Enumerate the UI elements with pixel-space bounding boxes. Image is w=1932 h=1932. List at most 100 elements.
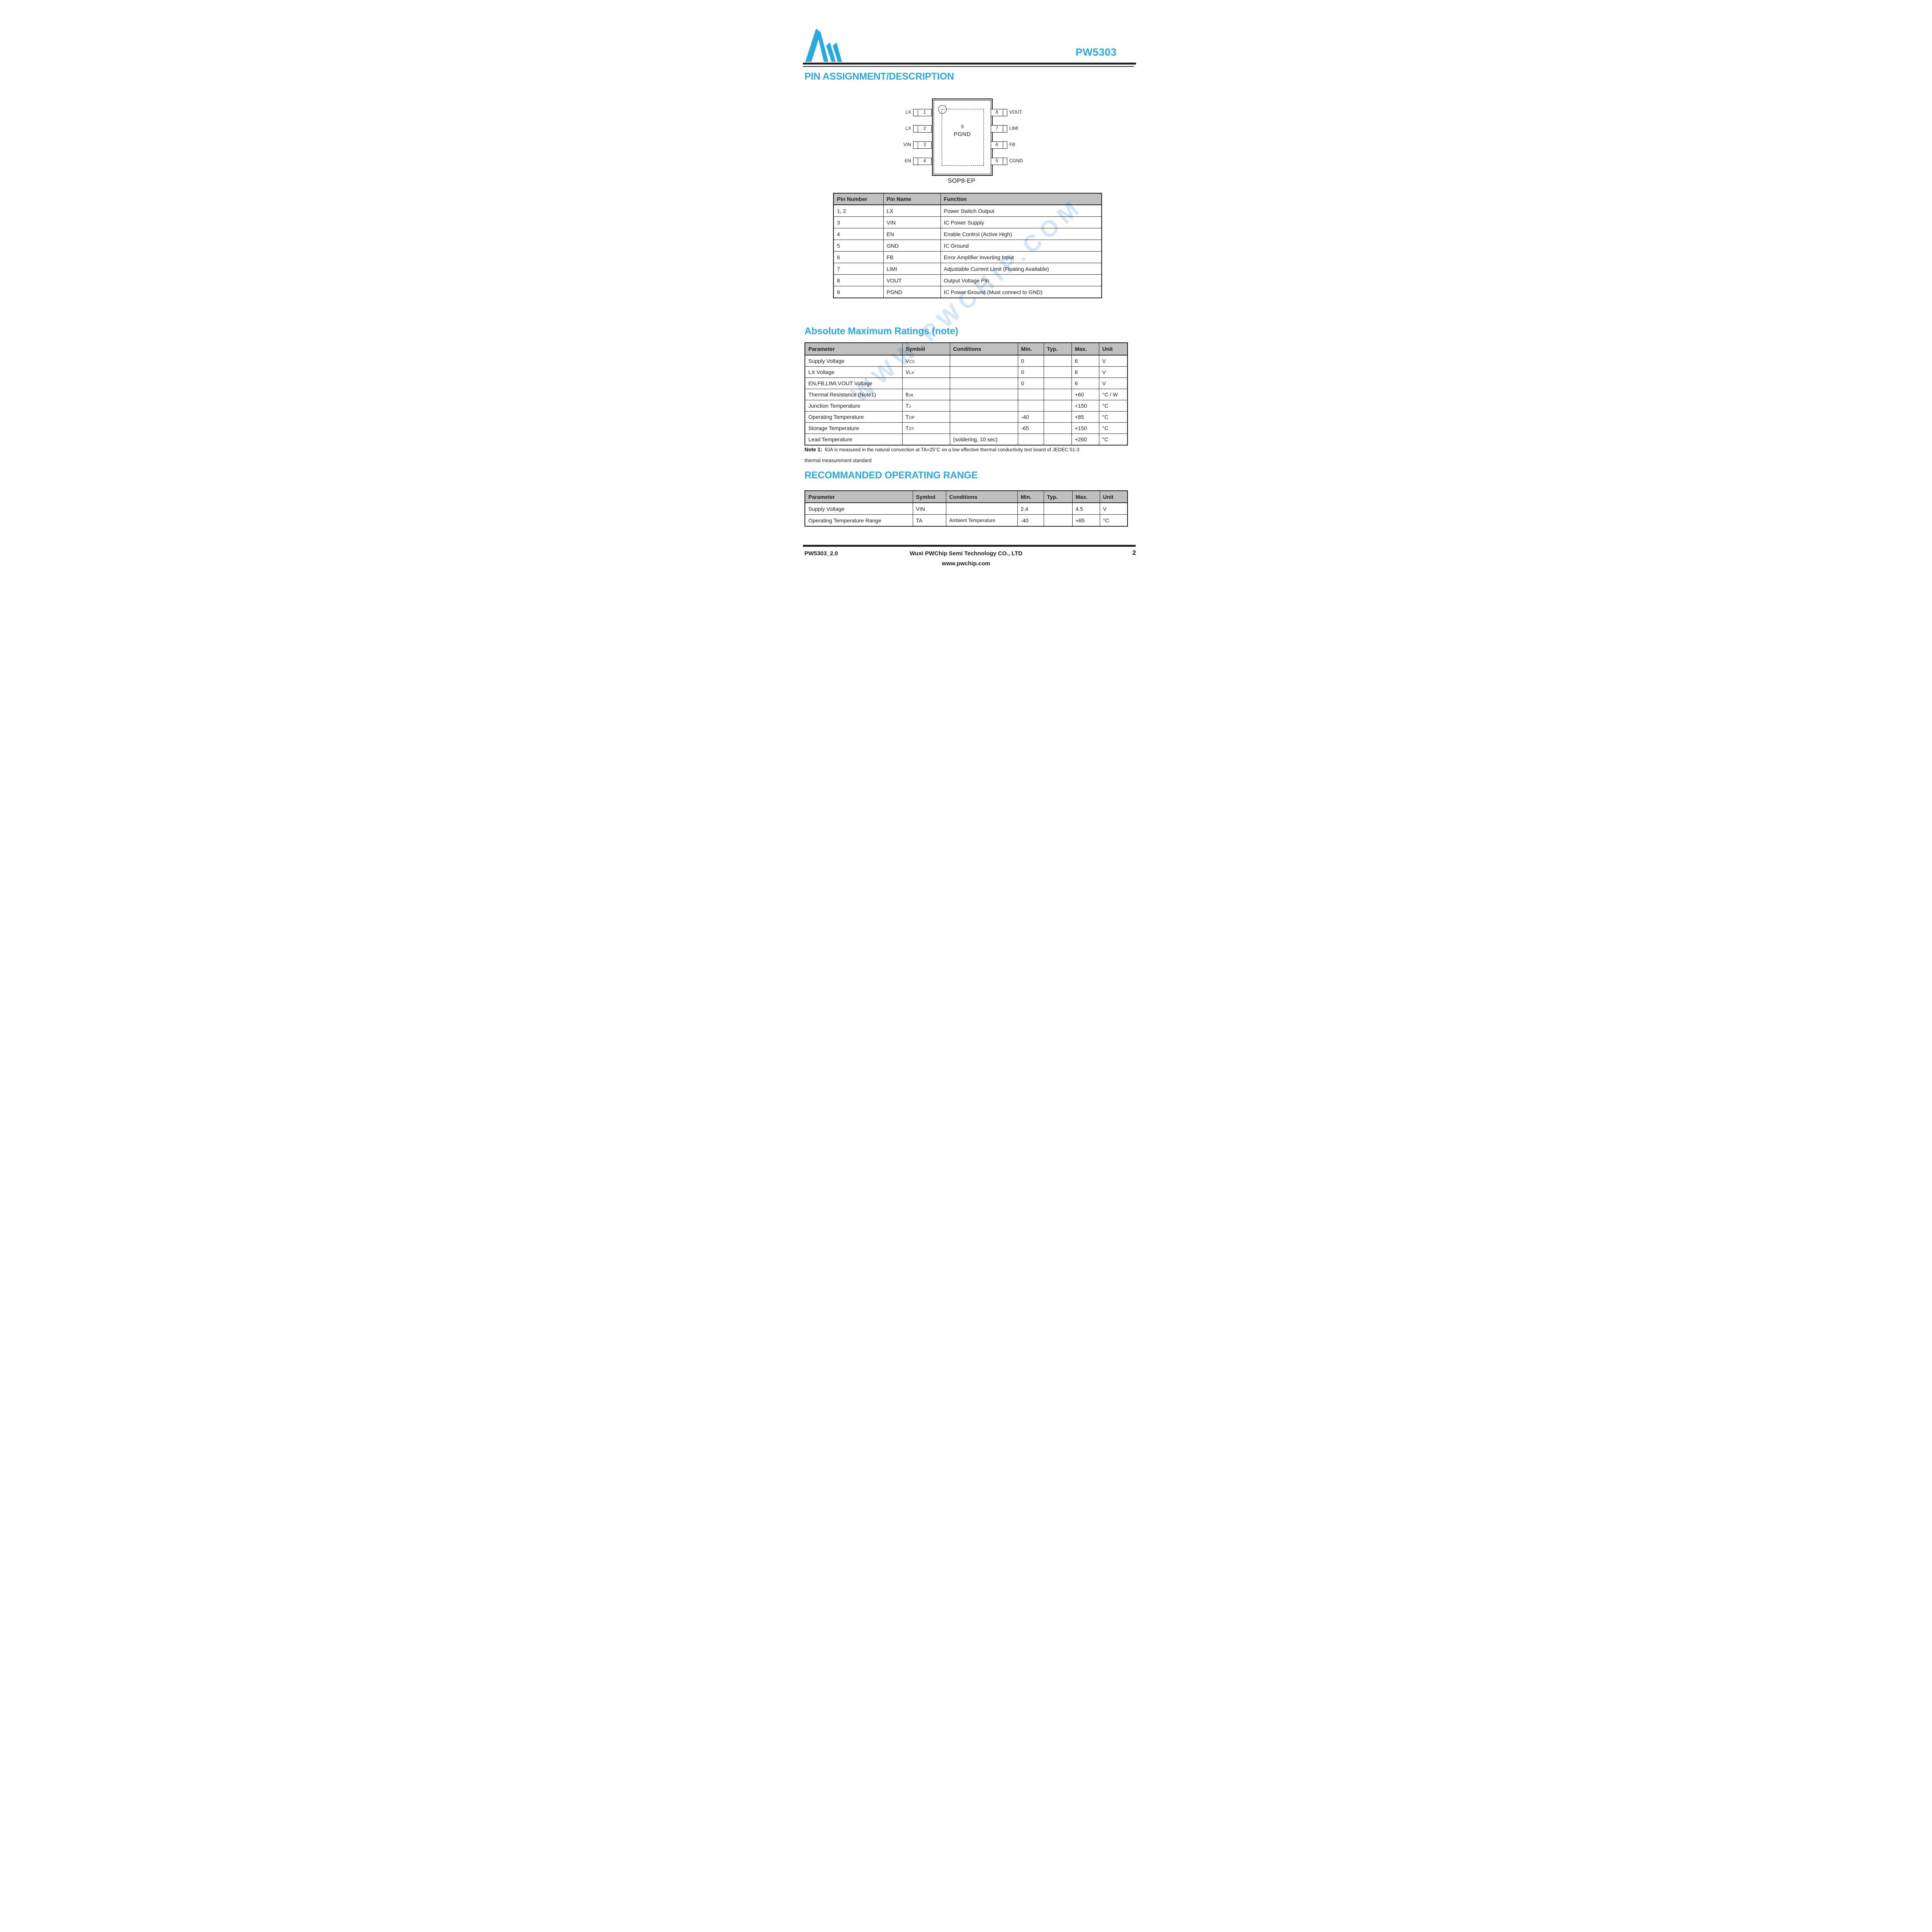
table-cell (949, 355, 1018, 367)
column-header: Function (940, 193, 1102, 205)
table-row: Storage Temperature TST -65 +150 °C (804, 422, 1128, 434)
table-cell (949, 411, 1018, 423)
table-cell (1043, 502, 1073, 515)
note-text-line2: thermal measurement standard (804, 458, 872, 463)
table-cell: VLX (902, 366, 950, 378)
table-row: Operating Temperature TOP -40 +85 °C (804, 411, 1128, 423)
column-header: Typ. (1043, 490, 1073, 503)
table-row: 3 VIN IC Power Supply (833, 216, 1102, 228)
table-cell: Operating Temperature (804, 411, 903, 423)
pin-4: 4 (913, 158, 932, 165)
table-cell (949, 389, 1018, 400)
table-cell: 4 (833, 228, 884, 240)
pin-label-5: CGND (1009, 158, 1023, 163)
header-rule-thick (803, 63, 1136, 65)
pin-8: 8 (991, 109, 1007, 116)
column-header: Conditions (946, 490, 1018, 503)
table-cell: °C / W (1099, 389, 1128, 400)
table-cell: IC Power Ground (Must connect to GND) (940, 286, 1102, 298)
table-cell (1043, 411, 1072, 423)
absolute-maximum-ratings-table: Parameter Symbol Conditions Min. Typ. Max. Uni… (804, 342, 1128, 446)
pin-stub (1003, 142, 1007, 148)
pin-diagram: 9 PGND LX 1 LX 2 VIN 3 EN 4 8 VOUT 7 LIM… (900, 97, 1028, 189)
column-header: Parameter (804, 342, 903, 355)
pin-6: 6 (991, 141, 1007, 149)
column-header: Pin Number (833, 193, 884, 205)
table-cell (902, 434, 950, 446)
pwchip-logo-icon (805, 29, 842, 62)
table-cell: +60 (1071, 389, 1099, 400)
table-cell: IC Ground (940, 240, 1102, 252)
table-cell: 6 (1071, 378, 1099, 389)
pad-name: PGND (954, 131, 971, 138)
table-cell: -65 (1017, 422, 1044, 434)
pin-stub (1003, 109, 1007, 116)
table-cell (1017, 400, 1044, 412)
pin-stub (913, 126, 918, 132)
pin-stub (913, 109, 918, 116)
column-header: Parameter (804, 490, 913, 503)
table-cell: LX (883, 204, 941, 217)
table-cell: 7 (833, 263, 884, 275)
table-cell (1043, 378, 1072, 389)
table-cell: -40 (1017, 514, 1044, 527)
pin-stub (913, 158, 918, 165)
table-cell (1043, 355, 1072, 367)
table-cell: Output Voltage Pin (940, 274, 1102, 286)
table-header-row: Pin Number Pin Name Function (833, 193, 1102, 205)
table-cell (1043, 434, 1072, 446)
table-cell: +260 (1071, 434, 1099, 446)
table-cell: VOUT (883, 274, 941, 286)
product-number: PW5303 (1075, 46, 1117, 58)
column-header: Min. (1017, 490, 1044, 503)
table-cell: VIN (912, 502, 946, 515)
column-header: Unit (1099, 342, 1128, 355)
table-cell: EN,FB,LIMI,VOUT Voltage (804, 378, 903, 389)
table-cell: TOP (902, 411, 950, 423)
table-row: 7 LIMI Adjustable Current Limit (Floating … (833, 263, 1102, 275)
table-row: Supply Voltage VCC 0 6 V (804, 355, 1128, 367)
table-cell: °C (1099, 422, 1128, 434)
table-cell: °C (1099, 514, 1128, 527)
table-cell: TA (912, 514, 946, 527)
table-row: Junction Temperature TJ +150 °C (804, 400, 1128, 412)
table-cell: VIN (883, 216, 941, 228)
pin-label-7: LIMI (1009, 126, 1019, 131)
column-header: Conditions (949, 342, 1018, 355)
table-cell: GND (883, 240, 941, 252)
table-cell: Supply Voltage (804, 355, 903, 367)
table-cell: V (1099, 355, 1128, 367)
table-cell: °C (1099, 411, 1128, 423)
table-cell: (soldering, 10 sec) (949, 434, 1018, 446)
pin-2: 2 (913, 125, 932, 133)
footer-rule (803, 545, 1136, 547)
table-cell: +150 (1071, 422, 1099, 434)
table-cell: °C (1099, 400, 1128, 412)
table-cell: LIMI (883, 263, 941, 275)
column-header: Symbol (912, 490, 946, 503)
table-cell: +85 (1072, 514, 1100, 527)
footer-page-number: 2 (1132, 549, 1136, 556)
table-cell: EN (883, 228, 941, 240)
table-row: LX Voltage VLX 0 6 V (804, 366, 1128, 378)
table-cell (949, 422, 1018, 434)
table-cell: 0 (1017, 355, 1044, 367)
table-header-row: Parameter Symbol Conditions Min. Typ. Max. Uni… (804, 490, 1128, 503)
pad-number: 9 (961, 124, 964, 129)
table-cell: V (1099, 378, 1128, 389)
table-cell: 1, 2 (833, 204, 884, 217)
package-label: SOP8-EP (947, 178, 976, 184)
datasheet-page: PW5303 PIN ASSIGNMENT/DESCRIPTION 9 PGND… (753, 0, 1179, 601)
table-cell: VCC (902, 355, 950, 367)
pin1-indicator-icon (938, 105, 947, 114)
table-cell: V (1099, 502, 1128, 515)
pin-3: 3 (913, 141, 932, 149)
table-cell: Storage Temperature (804, 422, 903, 434)
section-title-pin-assignment: PIN ASSIGNMENT/DESCRIPTION (804, 71, 954, 82)
table-body: Supply Voltage VIN 2.4 4.5 V Operating Temper… (804, 502, 1128, 527)
table-cell: 6 (833, 251, 884, 263)
table-cell: LX Voltage (804, 366, 903, 378)
table-cell: Thermal Resistance (Note1) (804, 389, 903, 400)
table-cell (1043, 389, 1072, 400)
table-row: 1, 2 LX Power Switch Output (833, 204, 1102, 217)
